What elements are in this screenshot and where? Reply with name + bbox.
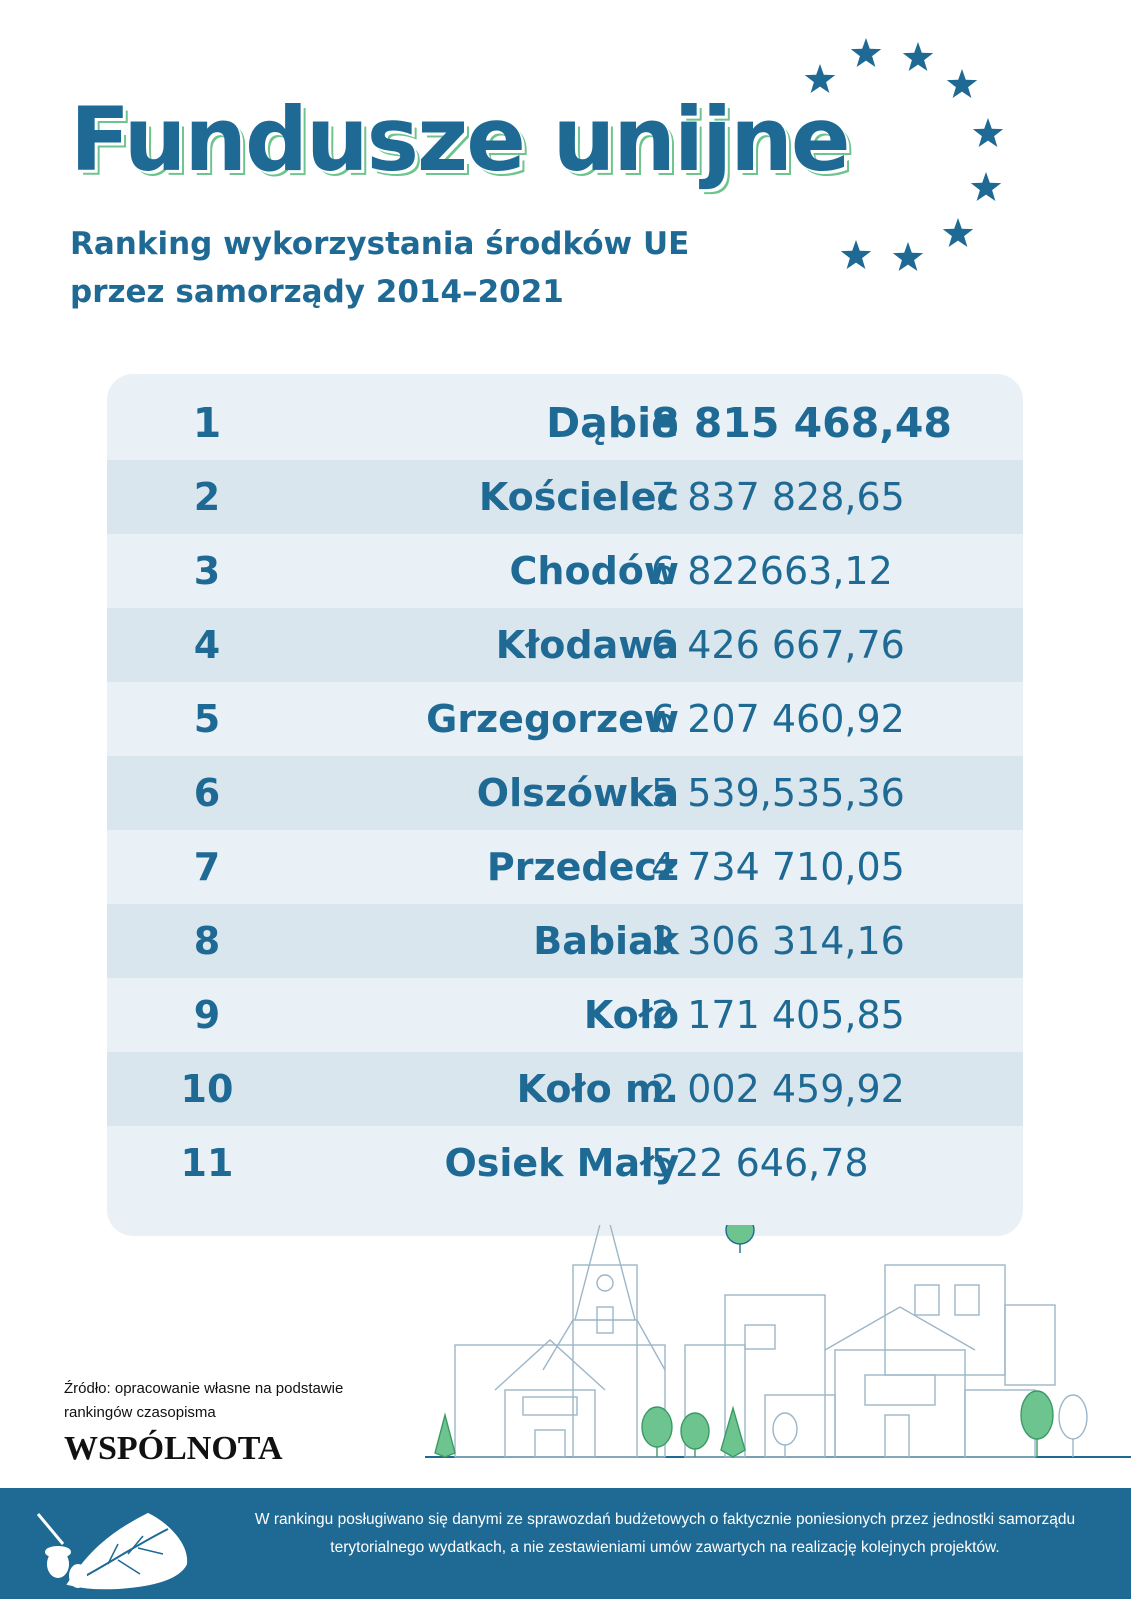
footer-banner: W rankingu posługiwano się danymi ze spr… — [0, 1488, 1131, 1599]
municipality-cell: Koło m. — [516, 1067, 679, 1111]
rank-cell: 7 — [193, 845, 221, 889]
amount-cell: 6 822663,12 — [651, 549, 893, 593]
amount-cell: 522 646,78 — [651, 1141, 869, 1185]
table-row: 2 Kościelec 7 837 828,65 — [107, 460, 1023, 534]
rank-cell: 9 — [193, 993, 221, 1037]
page-title: Fundusze unijne — [70, 88, 851, 191]
footer-note: W rankingu posługiwano się danymi ze spr… — [254, 1511, 1076, 1556]
table-row: 10 Koło m. 2 002 459,92 — [107, 1052, 1023, 1126]
table-row: 4 Kłodawa 6 426 667,76 — [107, 608, 1023, 682]
amount-cell: 2 002 459,92 — [651, 1067, 905, 1111]
amount-cell: 3 306 314,16 — [651, 919, 905, 963]
eu-stars-icon — [804, 38, 1004, 271]
amount-cell: 6 207 460,92 — [651, 697, 905, 741]
municipality-cell: Kłodawa — [495, 623, 679, 667]
municipality-cell: Przedecz — [486, 845, 679, 889]
rank-cell: 4 — [193, 623, 221, 667]
amount-cell: 4 734 710,05 — [651, 845, 905, 889]
source-note: Źródło: opracowanie własne na podstawie … — [64, 1380, 344, 1421]
town-illustration — [425, 1225, 1131, 1458]
rank-cell: 11 — [180, 1141, 234, 1185]
subtitle-line-1: Ranking wykorzystania środków UE — [70, 226, 690, 262]
table-row: 7 Przedecz 4 734 710,05 — [107, 830, 1023, 904]
municipality-cell: Chodów — [509, 549, 679, 593]
rank-cell: 6 — [193, 771, 221, 815]
table-row: 8 Babiak 3 306 314,16 — [107, 904, 1023, 978]
rank-cell: 1 — [192, 399, 222, 447]
table-row: 5 Grzegorzew 6 207 460,92 — [107, 682, 1023, 756]
subtitle-line-2: przez samorządy 2014–2021 — [70, 274, 564, 310]
amount-cell: 6 426 667,76 — [651, 623, 905, 667]
amount-cell: 8 815 468,48 — [651, 399, 952, 447]
municipality-cell: Olszówka — [476, 771, 679, 815]
table-row: 9 Koło 2 171 405,85 — [107, 978, 1023, 1052]
table-row: 6 Olszówka 5 539,535,36 — [107, 756, 1023, 830]
rank-cell: 5 — [193, 697, 221, 741]
oak-leaf-acorn-icon — [36, 1512, 188, 1590]
amount-cell: 5 539,535,36 — [651, 771, 905, 815]
municipality-cell: Dąbie — [546, 399, 679, 447]
table-row: 3 Chodów 6 822663,12 — [107, 534, 1023, 608]
publication-logo: WSPÓLNOTA — [64, 1430, 283, 1467]
rank-cell: 2 — [193, 475, 221, 519]
municipality-cell: Koło — [583, 993, 679, 1037]
municipality-cell: Osiek Mały — [444, 1141, 679, 1185]
rank-cell: 10 — [180, 1067, 234, 1111]
municipality-cell: Babiak — [533, 919, 679, 963]
amount-cell: 2 171 405,85 — [651, 993, 905, 1037]
rank-cell: 3 — [193, 549, 221, 593]
amount-cell: 7 837 828,65 — [651, 475, 905, 519]
municipality-cell: Grzegorzew — [426, 697, 679, 741]
municipality-cell: Kościelec — [478, 475, 679, 519]
table-row: 1 Dąbie 8 815 468,48 — [107, 386, 1023, 460]
ranking-table: 1 Dąbie 8 815 468,48 2 Kościelec 7 837 828,65… — [107, 374, 1023, 1236]
rank-cell: 8 — [193, 919, 221, 963]
table-row: 11 Osiek Mały 522 646,78 — [107, 1126, 1023, 1200]
